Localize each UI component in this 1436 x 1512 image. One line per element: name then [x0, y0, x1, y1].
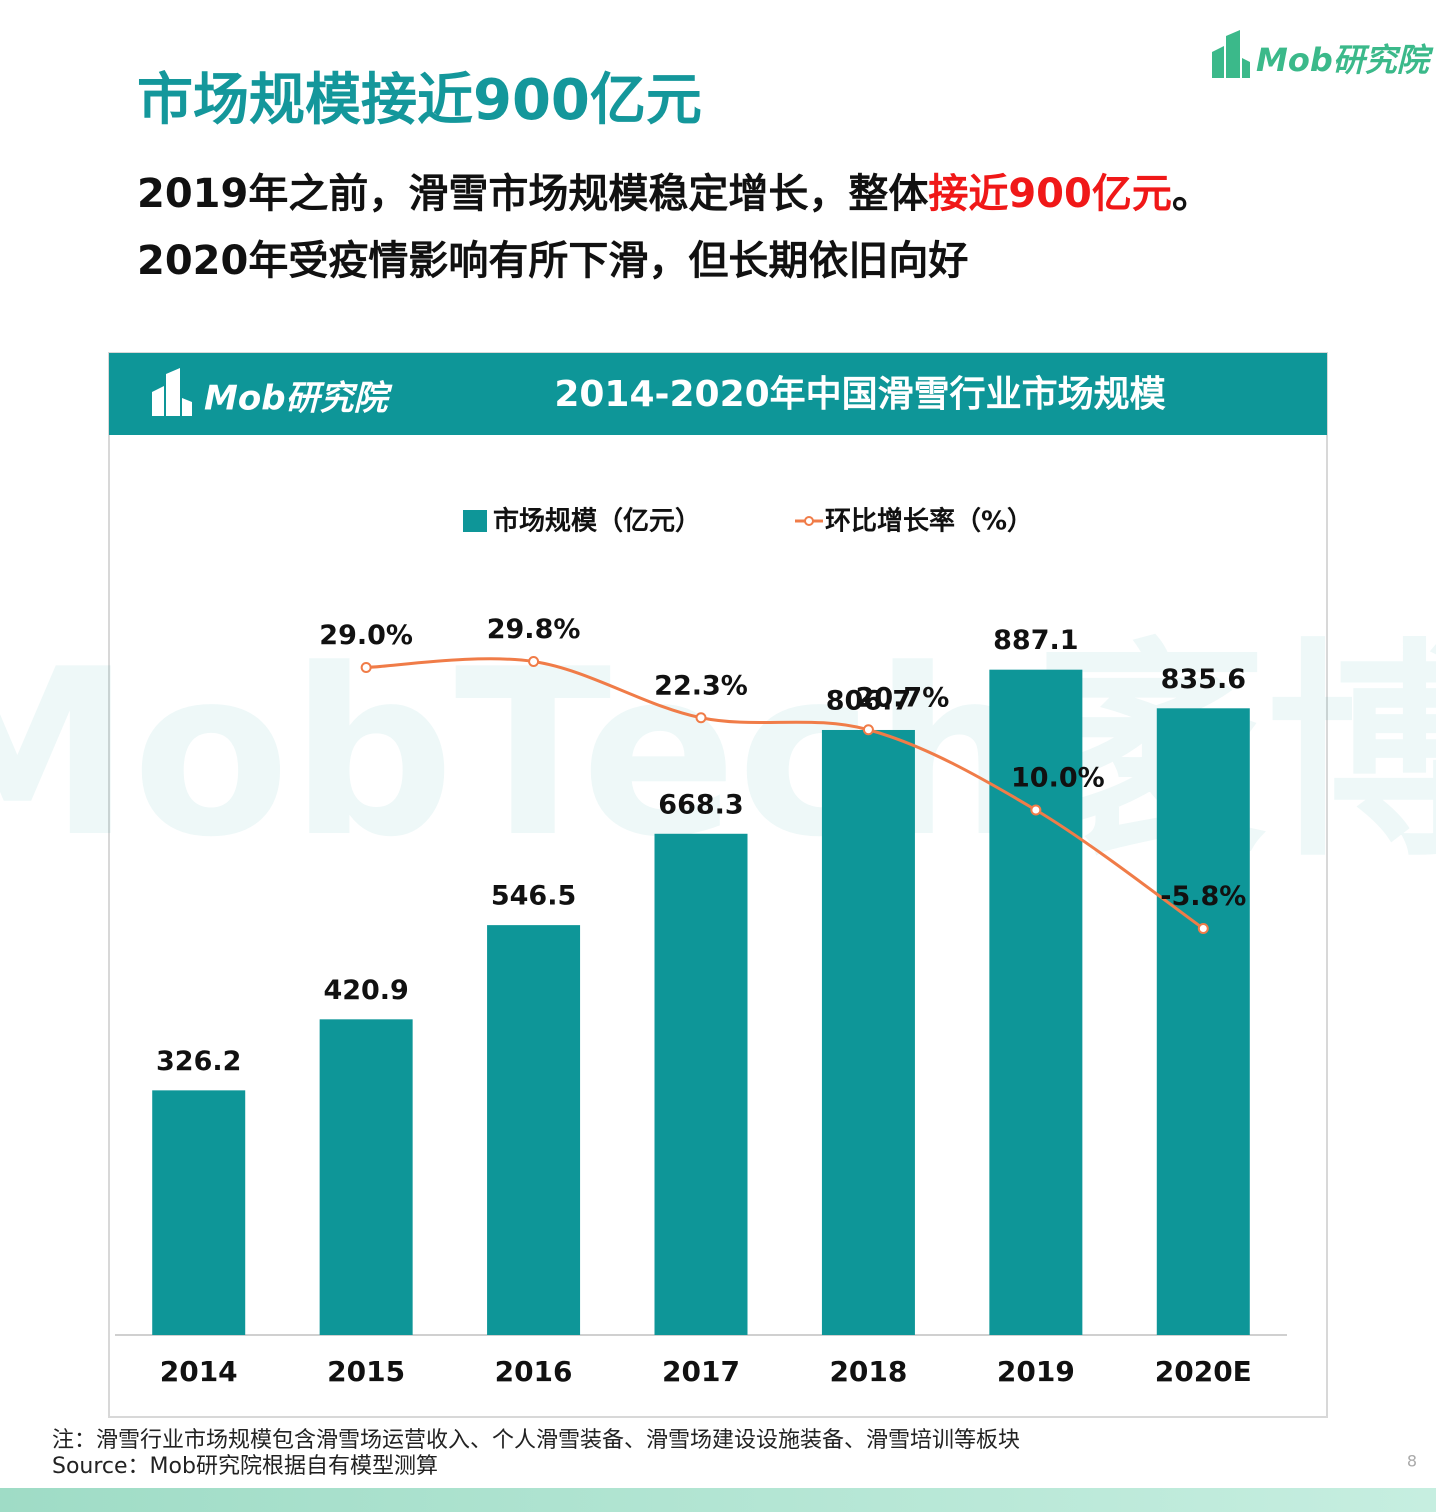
legend-swatch [463, 510, 487, 532]
data-label: 668.3 [658, 789, 743, 820]
data-label: 20.7% [856, 682, 950, 713]
line-point [360, 662, 372, 673]
chart-header [109, 353, 1327, 435]
data-label: 835.6 [1161, 664, 1246, 695]
slide-title: 市场规模接近900亿元 [137, 68, 702, 133]
bar [1156, 708, 1250, 1335]
x-tick-label: 2018 [829, 1355, 907, 1388]
x-tick-label: 2017 [662, 1355, 740, 1388]
legend-label: 环比增长率（%） [825, 506, 1033, 537]
data-label: 326.2 [156, 1046, 241, 1077]
chart-title: 2014-2020年中国滑雪行业市场规模 [554, 374, 1165, 415]
data-label: 887.1 [993, 625, 1078, 656]
logo-text: Mob研究院 [204, 379, 394, 419]
subtitle-highlight: 接近900亿元 [928, 171, 1172, 217]
x-tick-label: 2016 [495, 1355, 573, 1388]
line-point [1030, 804, 1042, 816]
logo: Mob研究院 [1212, 30, 1434, 79]
subtitle: 2020年受疫情影响有所下滑，但长期依旧向好 [137, 238, 968, 284]
note: 注：滑雪行业市场规模包含滑雪场运营收入、个人滑雪装备、滑雪场建设设施装备、滑雪培… [52, 1428, 1020, 1453]
subtitle-text: 。 [1172, 171, 1212, 217]
bar [821, 729, 915, 1335]
line [366, 657, 1205, 930]
bar [487, 925, 581, 1335]
source: Source：Mob研究院根据自有模型测算 [52, 1454, 438, 1479]
page-number: 8 [1407, 1452, 1417, 1471]
x-tick-label: 2019 [997, 1355, 1075, 1388]
data-label: 29.8% [487, 614, 581, 645]
data-label: -5.8% [1160, 881, 1246, 912]
line-point [862, 724, 874, 736]
bar [654, 833, 748, 1335]
subtitle: 2019年之前，滑雪市场规模稳定增长，整体接近900亿元。 [137, 171, 1212, 217]
data-label: 22.3% [654, 670, 748, 701]
legend-swatch [804, 516, 814, 526]
data-label: 546.5 [491, 881, 576, 912]
logo: Mob研究院 [152, 368, 394, 419]
x-tick-label: 2014 [160, 1355, 238, 1388]
x-tick-label: 2015 [327, 1355, 405, 1388]
data-label: 10.0% [1011, 763, 1105, 794]
data-label: 420.9 [323, 975, 408, 1006]
data-label: 29.0% [319, 620, 413, 651]
logo-text: Mob研究院 [1256, 41, 1434, 79]
line-point [528, 656, 540, 667]
footer-strip [0, 1488, 1436, 1512]
line-point [1197, 923, 1209, 934]
data-label: 806.7 [826, 685, 911, 716]
bar [989, 669, 1083, 1335]
subtitle-text: 2019年之前，滑雪市场规模稳定增长，整体 [137, 171, 928, 217]
bar [152, 1090, 246, 1335]
line-point [695, 712, 707, 724]
x-tick-label: 2020E [1155, 1355, 1252, 1388]
bar [319, 1019, 413, 1335]
legend-label: 市场规模（亿元） [493, 506, 701, 537]
